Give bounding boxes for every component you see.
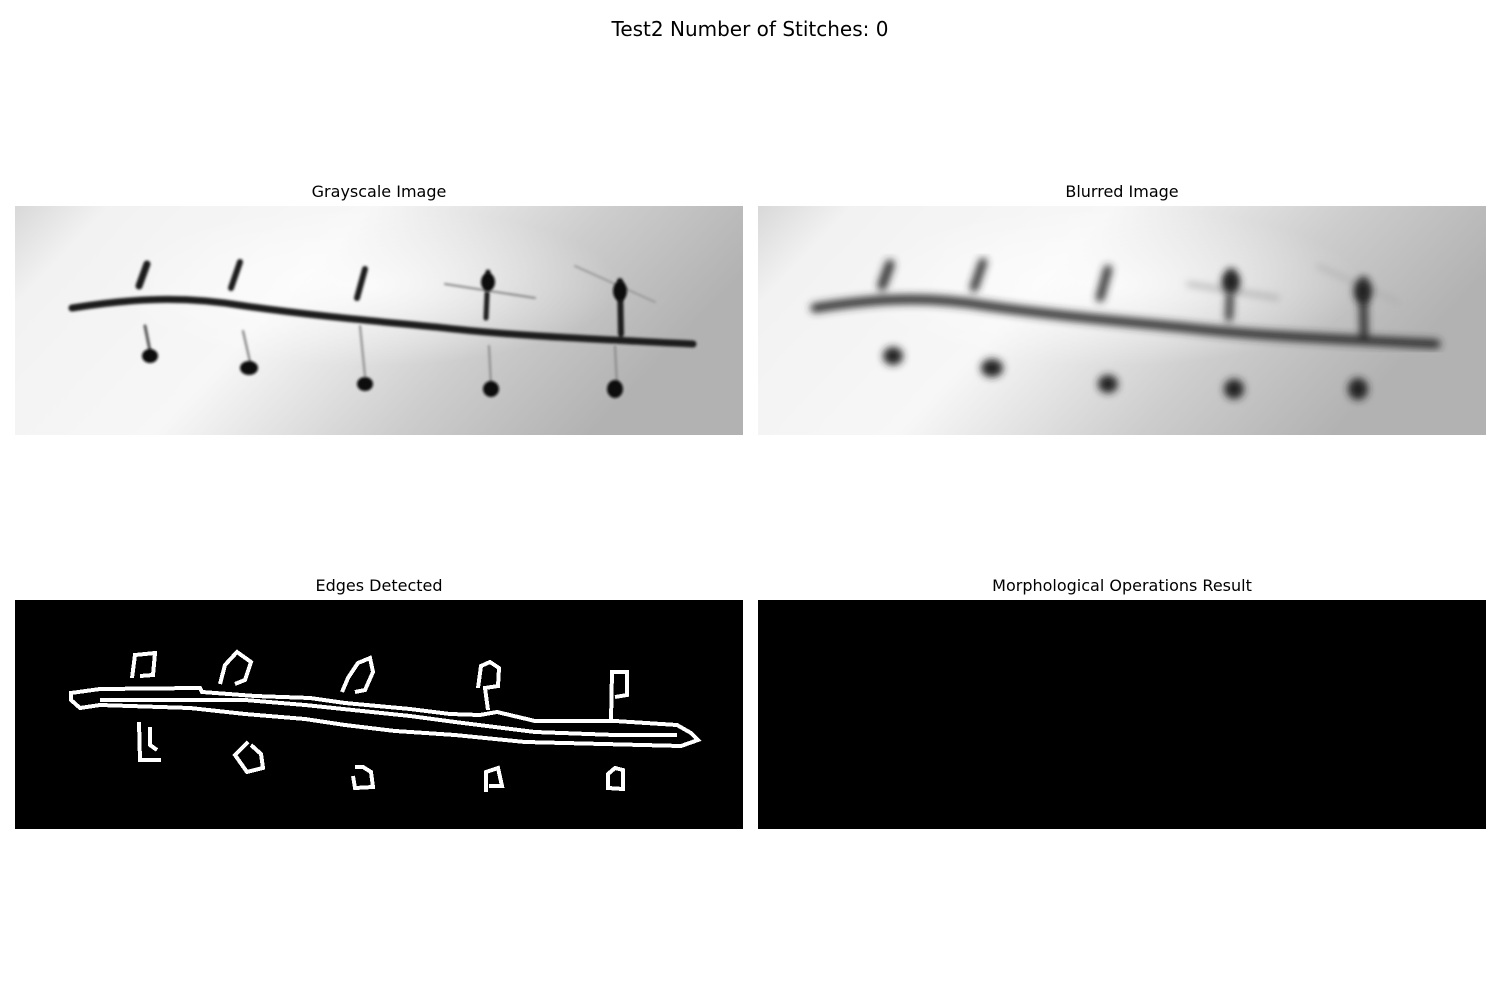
- grayscale-image: [15, 206, 743, 435]
- figure-title: Test2 Number of Stitches: 0: [611, 17, 889, 41]
- edges-image: [15, 600, 743, 829]
- blurred-panel-title: Blurred Image: [1065, 182, 1179, 201]
- morph-panel-title: Morphological Operations Result: [992, 576, 1252, 595]
- blurred-image: [758, 206, 1486, 435]
- edges-panel-title: Edges Detected: [315, 576, 443, 595]
- grayscale-panel-title: Grayscale Image: [311, 182, 447, 201]
- morph-result-image: [758, 600, 1486, 829]
